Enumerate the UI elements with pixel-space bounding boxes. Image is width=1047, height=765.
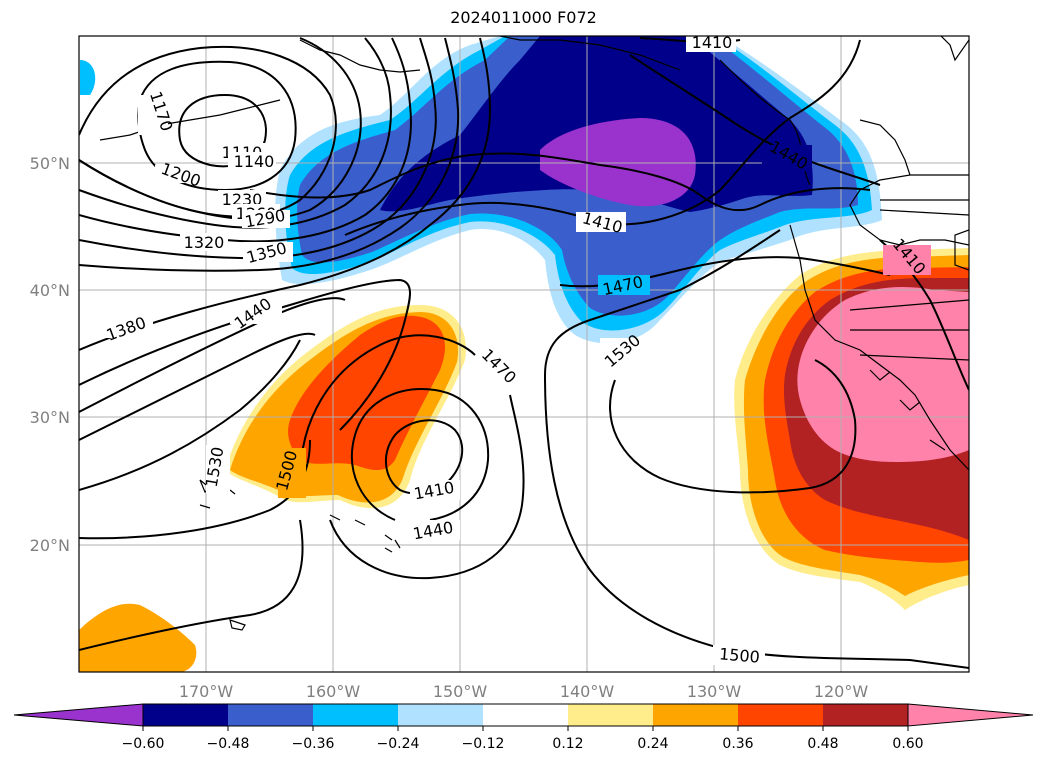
positive-anomaly-fill-southwest [79,603,197,672]
graticule [79,36,969,672]
lat-label: 20°N [30,536,70,555]
map-frame [78,35,970,673]
colorbar-tick-label: 0.48 [807,736,838,752]
lat-label: 50°N [30,154,70,173]
positive-anomaly-fill-east [734,248,969,610]
colorbar-segment [313,704,398,726]
colorbar-segment [483,704,568,726]
colorbar-segment [653,704,738,726]
colorbar-segment [398,704,483,726]
colorbar-tick-label: −0.36 [292,736,335,752]
colorbar-tick-label: 0.36 [722,736,753,752]
colorbar-segment [823,704,908,726]
lon-label: 130°W [687,682,742,701]
lon-label: 160°W [306,682,361,701]
colorbar-segment [568,704,653,726]
colorbar-extend-low [13,703,144,727]
lat-label: 30°N [30,408,70,427]
colorbar-outline [142,703,909,727]
negative-anomaly-fill [80,36,882,344]
colorbar-tick-label: 0.12 [552,736,583,752]
lon-label: 140°W [560,682,615,701]
height-contours [79,37,969,669]
lat-label: 40°N [30,281,70,300]
contour-label: 1320 [184,233,225,252]
colorbar-segment [143,704,228,726]
colorbar-tick-label: 0.60 [892,736,923,752]
latitude-labels: 20°N 30°N 40°N 50°N [30,154,70,555]
coastlines [99,36,969,631]
map-plot-area: 1110 1140 1170 1200 1230 1260 1290 1320 … [79,33,969,672]
colorbar-extend-high [907,703,1034,727]
colorbar-tick-label: −0.48 [207,736,250,752]
lon-label: 170°W [179,682,234,701]
lon-label: 150°W [433,682,488,701]
contour-label: 1500 [718,644,760,666]
colorbar-tick-label: 0.24 [637,736,668,752]
lon-label: 120°W [814,682,869,701]
colorbar: −0.60 −0.48 −0.36 −0.24 −0.12 0.12 0.24 0.36 0.4… [13,703,1034,752]
colorbar-tick-label: −0.24 [377,736,420,752]
colorbar-segment [228,704,313,726]
contour-label: 1410 [692,33,733,52]
contour-label: 1140 [234,152,275,171]
map-title: 2024011000 F072 [450,8,597,27]
longitude-labels: 170°W 160°W 150°W 140°W 130°W 120°W [179,682,869,701]
colorbar-tick-label: −0.60 [122,736,165,752]
colorbar-tick-label: −0.12 [462,736,505,752]
colorbar-segment [738,704,823,726]
